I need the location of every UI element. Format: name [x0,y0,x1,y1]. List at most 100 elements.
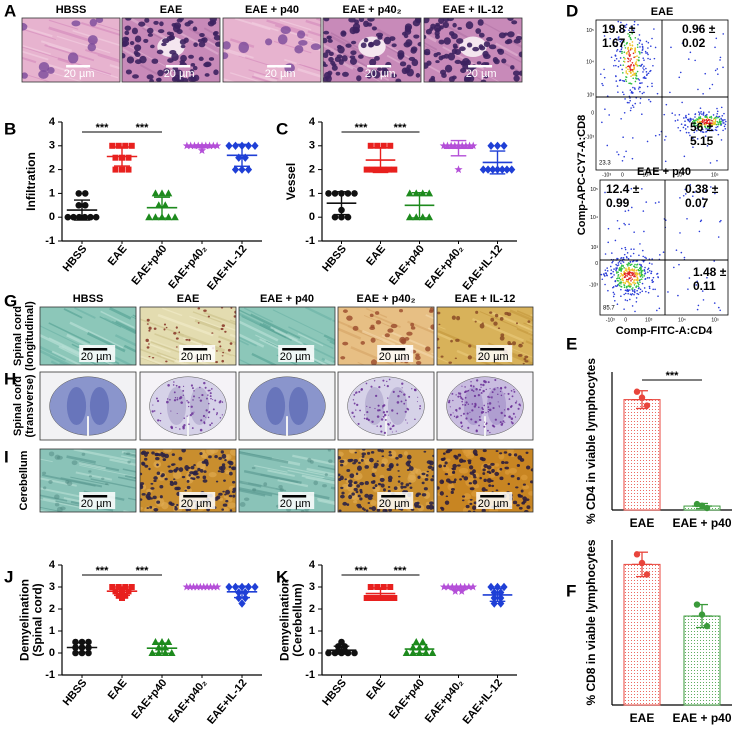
cell [455,408,458,412]
cell [190,384,194,387]
cell [301,509,305,512]
event [648,269,651,272]
cell [173,399,177,402]
y-tick-label: 1 [309,625,315,637]
cell [232,480,236,484]
cell [331,65,338,71]
cell [186,485,191,490]
cell [523,510,529,512]
marker [167,649,176,656]
cell [187,405,190,408]
cell [160,474,164,478]
fiber [63,308,83,319]
event [714,46,716,49]
fiber [259,322,287,339]
cell [327,449,332,452]
fiber [305,307,333,321]
cell [439,479,445,485]
event [663,113,666,116]
cell [47,66,55,74]
event [710,117,713,119]
marker [402,649,411,656]
cell [368,507,373,510]
event [623,93,625,96]
cell [338,59,344,65]
fiber [287,469,325,479]
cell [479,45,486,51]
cell [487,429,489,432]
cell [124,37,129,41]
event [681,42,684,44]
cell [524,355,529,359]
scale-bar [66,65,91,68]
event [600,273,603,276]
quadrant-value: 56 ± [690,120,714,134]
cell [350,50,357,56]
event [625,76,628,79]
marker [92,213,100,221]
fissure [385,416,387,437]
x-tick-label: EAE+p40₂ [423,243,466,291]
scale-bar [468,65,493,68]
cell [143,38,149,44]
marker [182,582,191,591]
cell [499,335,505,341]
cell [370,337,376,343]
cell [395,456,399,460]
point [698,611,706,618]
cell [438,39,445,45]
cell [381,66,387,72]
event [620,264,623,266]
cell [495,450,499,452]
fiber [124,474,136,480]
flow-y-tick: 10⁴ [586,59,594,65]
cell [230,307,233,309]
cell [460,414,462,417]
cell [174,397,177,399]
cell [472,390,475,392]
cell [437,337,440,341]
marker [380,142,387,149]
cell [156,399,160,403]
cell [225,489,231,495]
marker [112,154,119,161]
marker [115,142,122,149]
event [612,286,615,288]
event [606,144,609,147]
cell [221,508,225,511]
event [617,283,620,285]
micrograph-border [121,17,221,83]
flow-x-label: Comp-FITC-A:CD4 [616,325,713,337]
event [684,120,686,123]
cell [122,53,126,59]
event [632,64,635,66]
fiber [109,458,136,466]
cell [397,54,404,60]
event [719,56,722,59]
event [636,275,638,277]
cell [141,492,146,496]
event [636,276,639,279]
panel-letter: F [566,581,576,600]
event [639,39,641,42]
cell [417,41,421,47]
event [641,113,643,116]
cell [189,471,195,475]
event [682,126,685,129]
marker [447,141,456,150]
cell [481,407,484,409]
fiber [526,322,533,328]
cell [508,398,511,400]
cell [364,414,366,416]
cell [388,450,392,454]
fiber [305,38,321,45]
cell [391,409,394,412]
event [638,267,641,270]
cell [400,482,404,486]
cell [506,407,510,411]
micrograph-border [423,17,523,83]
cell [197,467,201,472]
micrograph-border [222,17,322,83]
event [683,155,686,158]
cell [486,36,493,42]
